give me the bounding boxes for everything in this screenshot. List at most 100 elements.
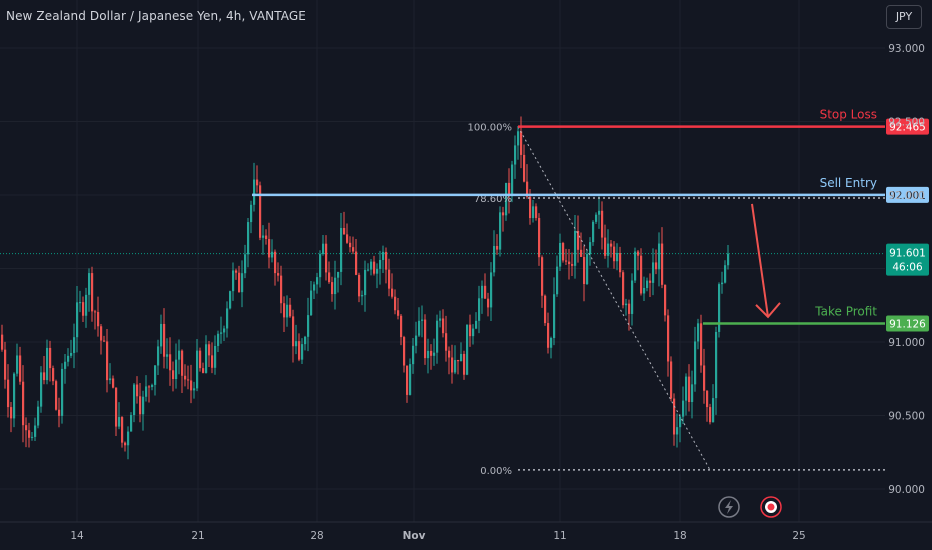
- candle-body: [607, 243, 610, 256]
- candle-body: [220, 332, 223, 334]
- candle-body: [145, 386, 148, 397]
- candle-body: [190, 380, 193, 391]
- level-price-tag: [886, 118, 929, 135]
- candle-body: [271, 251, 274, 258]
- chart-title: New Zealand Dollar / Japanese Yen, 4h, V…: [6, 9, 306, 23]
- candle-body: [367, 269, 370, 271]
- candle-body: [613, 246, 616, 262]
- level-price-tag: [886, 315, 929, 332]
- candle-body: [28, 430, 31, 438]
- candle-body: [79, 302, 82, 304]
- candle-body: [379, 259, 382, 269]
- candle-body: [235, 270, 238, 273]
- candles: [1, 116, 730, 460]
- time-tick-label: 28: [310, 530, 323, 542]
- candle-body: [94, 311, 97, 313]
- candle-body: [46, 347, 49, 381]
- candle-body: [244, 254, 247, 274]
- overlays: 100.00% 78.60% 0.00% Stop Loss 92.465 Sell En…: [0, 108, 929, 477]
- candle-body: [448, 350, 451, 358]
- candle-body: [187, 379, 190, 381]
- candle-body: [703, 365, 706, 391]
- candle-body: [106, 341, 109, 381]
- candle-body: [274, 251, 277, 274]
- candle-body: [649, 280, 652, 283]
- candle-body: [13, 373, 16, 419]
- candle-body: [82, 302, 85, 316]
- candle-body: [88, 273, 91, 295]
- candle-body: [586, 254, 589, 285]
- candle-body: [454, 360, 457, 373]
- candle-body: [679, 416, 682, 428]
- candle-body: [475, 320, 478, 329]
- candle-body: [175, 359, 178, 380]
- candle-body: [58, 409, 61, 416]
- candle-body: [508, 182, 511, 197]
- candle-body: [52, 368, 55, 382]
- candle-body: [307, 315, 310, 337]
- lightning-bolt-icon: [725, 500, 733, 514]
- candle-body: [217, 333, 220, 346]
- candle-body: [562, 242, 565, 261]
- candle-body: [112, 378, 115, 388]
- candle-body: [118, 417, 121, 427]
- level-name: Take Profit: [814, 304, 877, 318]
- candle-body: [172, 370, 175, 380]
- candle-body: [424, 319, 427, 359]
- candle-body: [682, 400, 685, 417]
- candle-body: [550, 337, 553, 348]
- candle-body: [430, 350, 433, 356]
- candle-body: [574, 230, 577, 266]
- candle-body: [532, 206, 535, 219]
- candle-body: [724, 265, 727, 283]
- candle-body: [136, 384, 139, 397]
- candle-body: [163, 323, 166, 357]
- candle-body: [661, 243, 664, 285]
- time-tick-label: 25: [792, 530, 805, 542]
- candle-body: [157, 346, 160, 366]
- candle-body: [628, 303, 631, 314]
- candle-body: [97, 312, 100, 327]
- candle-body: [718, 284, 721, 332]
- candle-body: [340, 227, 343, 272]
- level-name: Sell Entry: [820, 176, 877, 190]
- candle-body: [526, 181, 529, 197]
- candle-body: [70, 352, 73, 356]
- candle-body: [619, 253, 622, 273]
- candle-body: [40, 372, 43, 407]
- candle-body: [37, 406, 40, 426]
- candle-body: [418, 320, 421, 336]
- candle-body: [592, 221, 595, 243]
- candle-body: [352, 247, 355, 252]
- candle-body: [667, 315, 670, 362]
- candle-body: [502, 212, 505, 216]
- candle-body: [655, 262, 658, 270]
- currency-button[interactable]: JPY: [886, 5, 922, 29]
- candle-body: [373, 261, 376, 274]
- candle-body: [436, 320, 439, 353]
- candle-body: [268, 238, 271, 258]
- candle-body: [334, 277, 337, 295]
- candle-body: [481, 285, 484, 299]
- record-dot-icon: [767, 503, 775, 511]
- candle-body: [178, 350, 181, 360]
- candle-body: [64, 361, 67, 369]
- candle-body: [568, 261, 571, 265]
- candle-body: [421, 319, 424, 321]
- level-price-tag: [886, 186, 929, 203]
- candle-body: [361, 295, 364, 297]
- candle-body: [496, 246, 499, 250]
- time-tick-label: 18: [673, 530, 686, 542]
- candle-body: [331, 282, 334, 295]
- candle-body: [343, 227, 346, 235]
- time-tick-label: 14: [70, 530, 84, 542]
- candle-body: [151, 384, 154, 387]
- candle-body: [10, 407, 13, 419]
- candle-body: [130, 415, 133, 432]
- time-tick-label: 11: [553, 530, 566, 542]
- candle-body: [16, 355, 19, 374]
- candle-body: [676, 427, 679, 435]
- level-price-label: 92.465: [889, 122, 926, 134]
- candle-body: [385, 251, 388, 270]
